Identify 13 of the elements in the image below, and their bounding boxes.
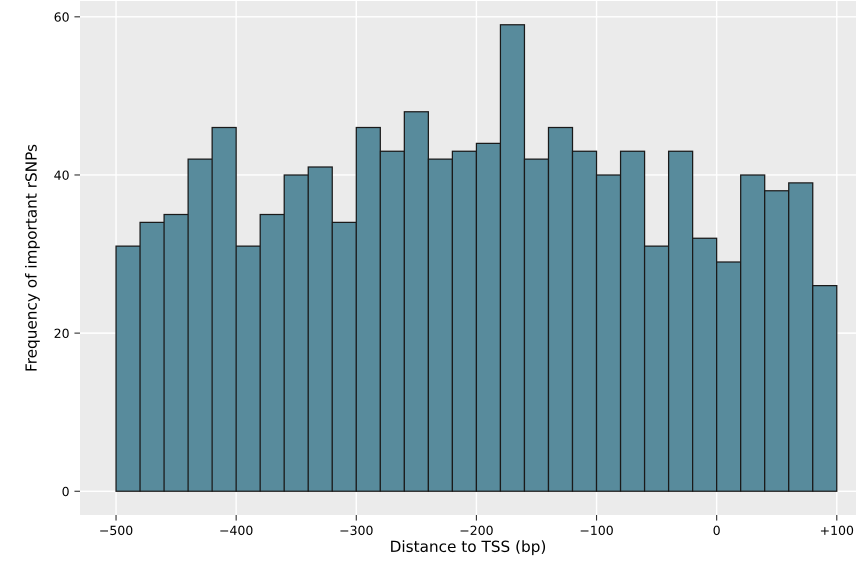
x-tick-label: −300: [340, 526, 373, 536]
x-tick-label: +100: [820, 526, 854, 536]
y-tick-label: 40: [54, 170, 69, 180]
y-axis-title: Frequency of important rSNPs: [25, 144, 40, 371]
x-axis-title: Distance to TSS (bp): [391, 540, 546, 556]
x-tick-label: −200: [460, 526, 493, 536]
y-tick-label: 60: [54, 12, 69, 22]
x-tick-label: −100: [580, 526, 613, 536]
x-tick-label: 0: [714, 526, 720, 536]
x-tick-label: −400: [220, 526, 252, 536]
y-tick-label: 0: [62, 486, 69, 496]
x-tick-label: −500: [100, 526, 132, 536]
y-tick-label: 20: [54, 328, 69, 338]
